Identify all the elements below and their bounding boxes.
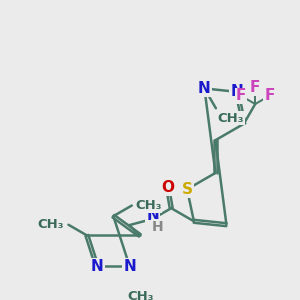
Text: O: O xyxy=(161,180,174,195)
Text: N: N xyxy=(198,81,211,96)
Text: F: F xyxy=(236,88,246,103)
Text: CH₃: CH₃ xyxy=(218,112,244,124)
Text: N: N xyxy=(123,259,136,274)
Text: F: F xyxy=(250,80,260,95)
Text: CH₃: CH₃ xyxy=(135,199,161,212)
Text: N: N xyxy=(91,259,103,274)
Text: CH₃: CH₃ xyxy=(127,290,154,300)
Text: F: F xyxy=(264,88,274,103)
Text: N: N xyxy=(231,84,243,99)
Text: S: S xyxy=(182,182,193,197)
Text: N: N xyxy=(146,208,159,223)
Text: H: H xyxy=(152,220,164,234)
Text: CH₃: CH₃ xyxy=(37,218,64,231)
